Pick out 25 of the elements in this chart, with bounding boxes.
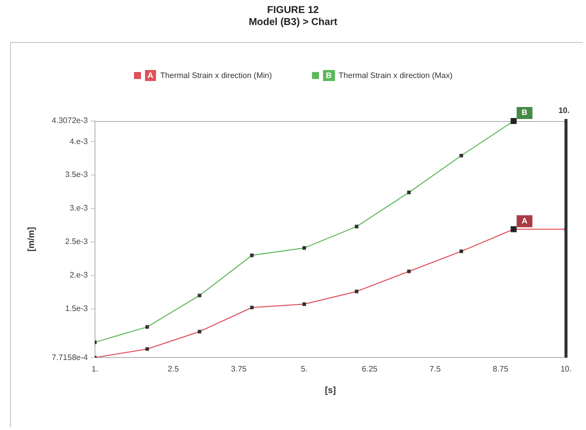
chart-subtitle: Model (B3) > Chart (248, 17, 338, 29)
y-tick-label: 4.e-3 (70, 136, 88, 146)
x-tick-label: 6.25 (362, 364, 378, 374)
x-tick-label: 2.5 (168, 364, 180, 374)
x-tick-label: 1. (91, 364, 98, 374)
x-tick-label: 7.5 (430, 364, 442, 374)
y-axis-title: [m/m] (26, 227, 36, 252)
annotation: A (522, 216, 528, 226)
x-axis-title: [s] (324, 385, 336, 396)
x-tick-label: 8.75 (492, 364, 509, 374)
x-tick-label: 5. (300, 364, 308, 374)
x-tick-label: 10. (560, 364, 572, 374)
annotation: B (522, 108, 528, 118)
y-tick-label: 3.5e-3 (65, 170, 88, 180)
ref-line-label: 10. (558, 106, 570, 116)
y-tick-label: 2.5e-3 (65, 237, 88, 246)
y-tick-label: 1.5e-3 (65, 304, 88, 314)
y-tick-label: 3.e-3 (70, 204, 88, 213)
y-tick-label: 4.3072e-3 (52, 116, 88, 126)
y-tick-label: 7.7158e-4 (52, 352, 88, 362)
chart-title: FIGURE 12 (266, 5, 320, 17)
y-tick-label: 2.e-3 (70, 270, 88, 280)
legend-label: A Thermal Strain x direction (Min) (146, 70, 272, 81)
x-tick-label: 3.75 (231, 364, 248, 374)
legend-label: B Thermal Strain x direction (Max) (324, 70, 452, 81)
